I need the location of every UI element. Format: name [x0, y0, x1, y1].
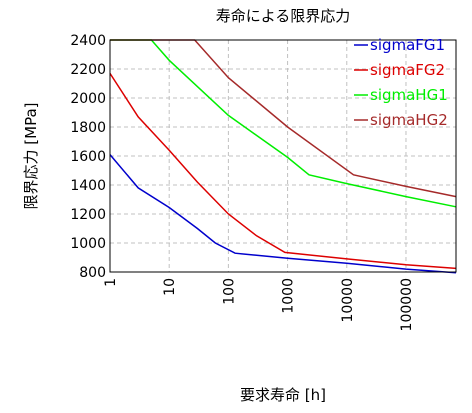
y-tick-label: 1400	[70, 178, 106, 194]
y-tick-label: 800	[79, 265, 106, 281]
y-tick-label: 1600	[70, 149, 106, 165]
legend: sigmaFG1 sigmaFG2 sigmaHG1 sigmaHG2	[354, 36, 448, 129]
x-tick-label: 10000	[340, 278, 356, 323]
y-tick-label: 1800	[70, 120, 106, 136]
legend-label: sigmaFG2	[370, 61, 445, 79]
plot-frame	[109, 39, 457, 273]
series-line-sigmaFG2	[109, 72, 457, 270]
x-tick-label: 10	[162, 278, 178, 296]
series-line-sigmaHG1	[110, 39, 457, 208]
legend-label: sigmaFG1	[370, 36, 445, 54]
chart-title: 寿命による限界応力	[216, 7, 351, 25]
x-axis-label: 要求寿命 [h]	[240, 386, 326, 404]
x-tick-label: 1	[103, 278, 119, 287]
x-tick-label: 1000	[281, 278, 297, 314]
y-tick-labels: 800 1000 1200 1400 1600 1800 2000 2200 2400	[70, 33, 106, 281]
y-tick-label: 1000	[70, 236, 106, 252]
x-tick-label: 100000	[399, 278, 415, 331]
x-tick-labels: 1 10 100 1000 10000 100000	[103, 278, 415, 331]
y-tick-label: 2200	[70, 62, 106, 78]
legend-label: sigmaHG2	[370, 111, 448, 129]
y-axis-label: 限界応力 [MPa]	[22, 103, 40, 210]
y-tick-label: 2000	[70, 91, 106, 107]
y-tick-label: 2400	[70, 33, 106, 49]
y-tick-label: 1200	[70, 207, 106, 223]
legend-label: sigmaHG1	[370, 86, 448, 104]
series-line-sigmaFG1	[109, 154, 457, 274]
x-tick-label: 100	[221, 278, 237, 305]
